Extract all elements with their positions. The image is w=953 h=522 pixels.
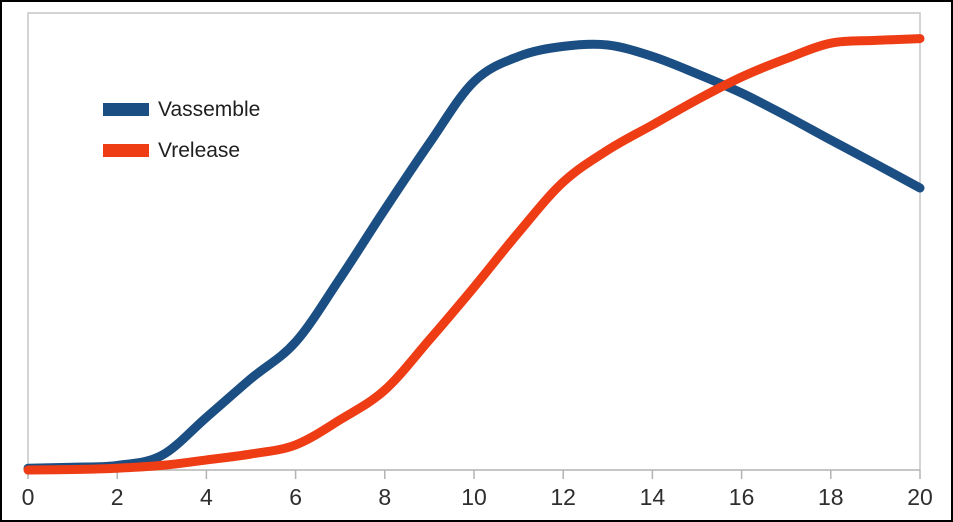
vrelease-line-swatch [103, 144, 149, 157]
legend-item-vrelease: Vrelease [103, 138, 260, 163]
x-tick-label: 14 [640, 484, 666, 510]
legend-item-vassemble: Vassemble [103, 97, 260, 122]
plot-frame [27, 12, 921, 470]
legend-label-vrelease: Vrelease [158, 139, 241, 162]
x-tick-label: 20 [907, 484, 933, 510]
x-axis-tick-labels: 0 2 4 6 8 10 12 14 16 18 20 [22, 484, 933, 510]
series-line-vassemble [23, 39, 925, 473]
x-tick-label: 8 [378, 484, 391, 510]
x-tick-label: 0 [22, 484, 35, 510]
legend-label-vassemble: Vassemble [158, 98, 261, 121]
series-line-vrelease [23, 34, 925, 475]
x-axis-ticks [27, 470, 921, 479]
x-tick-label: 10 [461, 484, 487, 510]
vassemble-line-swatch [103, 103, 149, 116]
x-tick-label: 4 [200, 484, 213, 510]
x-tick-label: 18 [818, 484, 844, 510]
x-tick-label: 16 [729, 484, 755, 510]
chart-legend: Vassemble Vrelease [103, 97, 260, 163]
x-tick-label: 2 [111, 484, 124, 510]
x-tick-label: 12 [550, 484, 576, 510]
x-tick-label: 6 [289, 484, 302, 510]
